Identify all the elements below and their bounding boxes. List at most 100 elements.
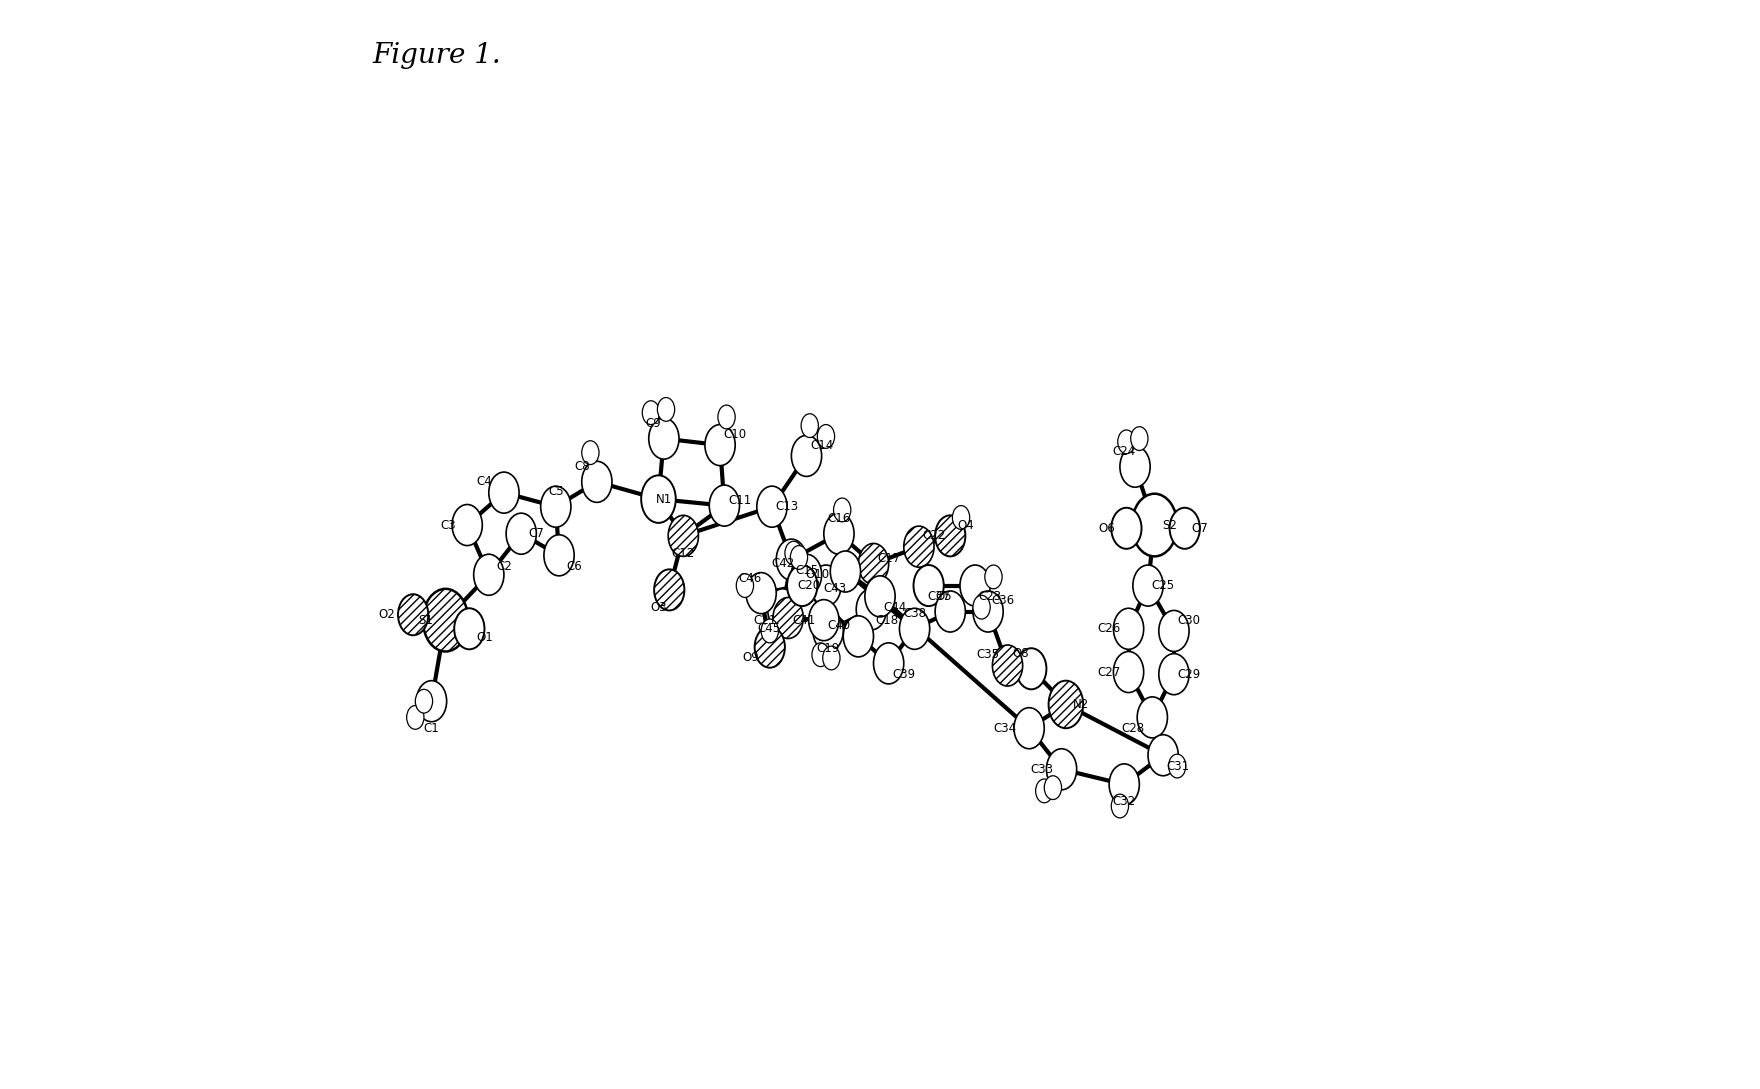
Ellipse shape <box>767 589 797 629</box>
Text: C20: C20 <box>797 579 820 592</box>
Ellipse shape <box>1014 708 1044 749</box>
Text: C41: C41 <box>792 613 817 626</box>
Text: O7: O7 <box>1192 522 1209 535</box>
Ellipse shape <box>583 441 598 465</box>
Ellipse shape <box>760 619 778 643</box>
Ellipse shape <box>873 643 905 684</box>
Text: O9: O9 <box>743 651 759 664</box>
Ellipse shape <box>757 486 787 527</box>
Text: O8: O8 <box>1012 647 1030 660</box>
Ellipse shape <box>986 565 1001 589</box>
Text: C30: C30 <box>1177 613 1200 626</box>
Ellipse shape <box>785 541 803 565</box>
Ellipse shape <box>905 526 935 567</box>
Ellipse shape <box>755 626 785 668</box>
Text: C18: C18 <box>875 613 898 626</box>
Ellipse shape <box>1137 697 1167 738</box>
Text: C45: C45 <box>757 622 780 635</box>
Text: C8: C8 <box>574 461 590 474</box>
Text: C32: C32 <box>1112 795 1135 808</box>
Ellipse shape <box>801 414 818 438</box>
Ellipse shape <box>1114 609 1144 649</box>
Ellipse shape <box>1044 775 1061 799</box>
Text: C28: C28 <box>1121 722 1144 735</box>
Ellipse shape <box>655 570 685 611</box>
Ellipse shape <box>1109 763 1139 805</box>
Ellipse shape <box>843 615 873 657</box>
Ellipse shape <box>718 405 736 429</box>
Text: C42: C42 <box>771 558 794 571</box>
Text: C34: C34 <box>994 722 1017 735</box>
Ellipse shape <box>1148 735 1177 775</box>
Ellipse shape <box>792 436 822 476</box>
Ellipse shape <box>824 513 854 554</box>
Text: C5: C5 <box>547 485 563 498</box>
Text: C43: C43 <box>824 583 847 596</box>
Ellipse shape <box>507 513 537 554</box>
Text: C17: C17 <box>876 552 901 565</box>
Text: O4: O4 <box>957 518 973 531</box>
Text: C4: C4 <box>477 475 493 488</box>
Ellipse shape <box>773 598 803 638</box>
Text: C38: C38 <box>903 608 926 620</box>
Ellipse shape <box>1047 749 1077 790</box>
Ellipse shape <box>641 475 676 523</box>
Text: C46: C46 <box>739 572 762 585</box>
Text: O1: O1 <box>477 631 493 644</box>
Text: C9: C9 <box>646 417 662 430</box>
Text: C15: C15 <box>796 564 818 577</box>
Text: S2: S2 <box>1162 518 1177 531</box>
Text: C3: C3 <box>440 518 456 531</box>
Ellipse shape <box>454 609 484 649</box>
Ellipse shape <box>583 462 612 502</box>
Text: Figure 1.: Figure 1. <box>371 42 502 69</box>
Text: C16: C16 <box>827 512 850 525</box>
Text: C6: C6 <box>567 560 583 573</box>
Ellipse shape <box>642 401 660 425</box>
Ellipse shape <box>899 609 929 649</box>
Text: C21: C21 <box>753 613 778 626</box>
Ellipse shape <box>811 643 829 666</box>
Text: C36: C36 <box>991 595 1016 608</box>
Ellipse shape <box>1158 653 1190 695</box>
Ellipse shape <box>973 596 991 619</box>
Text: C7: C7 <box>528 527 544 540</box>
Ellipse shape <box>1119 446 1151 487</box>
Text: C1: C1 <box>424 722 440 735</box>
Ellipse shape <box>1132 493 1177 556</box>
Text: C35: C35 <box>977 648 1000 661</box>
Ellipse shape <box>834 498 850 522</box>
Ellipse shape <box>1049 681 1082 729</box>
Ellipse shape <box>855 589 887 629</box>
Ellipse shape <box>935 591 966 632</box>
Ellipse shape <box>817 425 834 449</box>
Ellipse shape <box>709 485 739 526</box>
Text: C22: C22 <box>922 529 945 542</box>
Ellipse shape <box>811 565 841 607</box>
Ellipse shape <box>859 543 889 585</box>
Text: O3: O3 <box>649 601 667 614</box>
Ellipse shape <box>415 689 433 713</box>
Ellipse shape <box>822 646 840 670</box>
Text: C31: C31 <box>1167 759 1190 772</box>
Ellipse shape <box>831 551 861 592</box>
Text: C19: C19 <box>817 641 840 654</box>
Text: C40: C40 <box>827 619 850 632</box>
Ellipse shape <box>1133 565 1163 607</box>
Ellipse shape <box>993 645 1023 686</box>
Ellipse shape <box>658 397 674 421</box>
Ellipse shape <box>417 681 447 722</box>
Text: C14: C14 <box>810 439 832 452</box>
Ellipse shape <box>1111 507 1142 549</box>
Ellipse shape <box>736 574 753 598</box>
Ellipse shape <box>787 565 817 607</box>
Text: C33: C33 <box>1031 762 1054 775</box>
Text: C10: C10 <box>723 428 746 441</box>
Ellipse shape <box>790 546 808 570</box>
Ellipse shape <box>746 573 776 614</box>
Text: C25: C25 <box>1151 579 1174 592</box>
Text: O10: O10 <box>806 568 829 582</box>
Text: C37: C37 <box>928 590 950 603</box>
Ellipse shape <box>1158 611 1190 651</box>
Ellipse shape <box>540 486 570 527</box>
